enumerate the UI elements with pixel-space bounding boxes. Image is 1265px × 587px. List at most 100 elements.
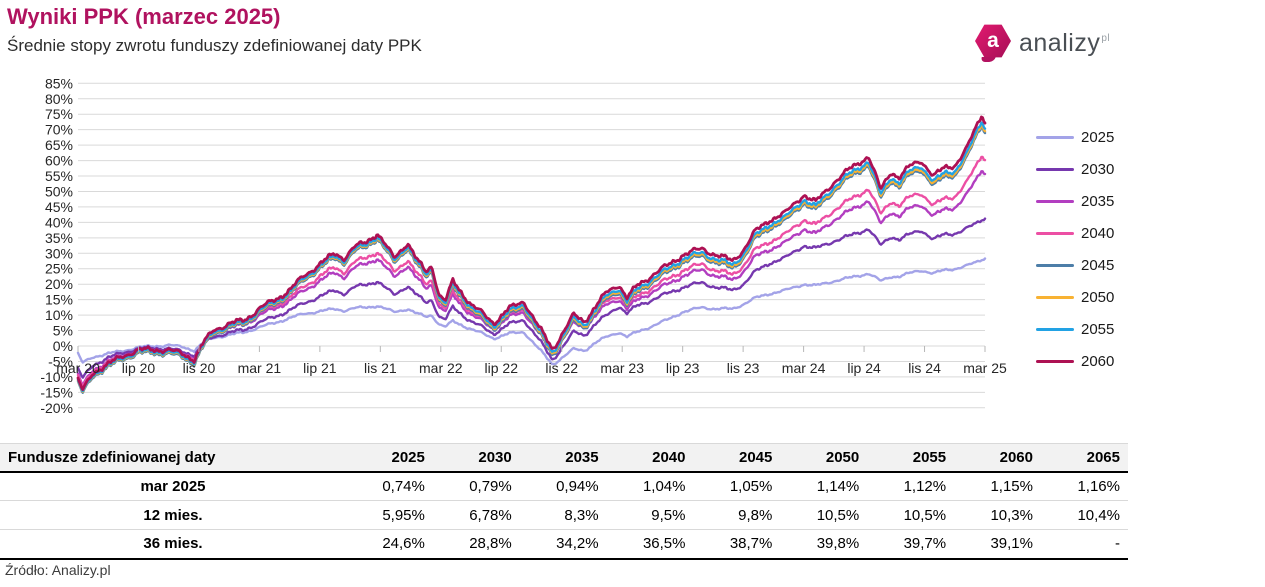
y-axis-tick-label: 10% <box>45 307 73 323</box>
y-axis-tick-label: 75% <box>45 106 73 122</box>
table-cell: 1,16% <box>1041 471 1128 501</box>
legend-item-2030: 2030 <box>1036 153 1114 185</box>
y-axis-tick-label: 85% <box>45 75 73 91</box>
page-title: Wyniki PPK (marzec 2025) <box>7 4 281 29</box>
table-cell: 39,7% <box>867 529 955 560</box>
source-note: Źródło: Analizy.pl <box>5 562 111 578</box>
legend-label: 2045 <box>1081 256 1115 274</box>
series-line-2060 <box>76 115 987 391</box>
y-axis-tick-label: 25% <box>45 261 73 277</box>
row-label: 12 mies. <box>0 500 346 530</box>
x-axis-tick-label: lip 24 <box>847 360 881 376</box>
x-axis-tick-label: lis 20 <box>183 360 216 376</box>
x-axis-tick-label: lip 23 <box>666 360 700 376</box>
table-header-2065: 2065 <box>1041 443 1128 473</box>
y-axis-tick-label: 45% <box>45 199 73 215</box>
table-cell: 10,5% <box>867 500 955 530</box>
y-axis-tick-label: 60% <box>45 153 73 169</box>
logo-tail <box>980 57 996 62</box>
table-cell: 9,8% <box>693 500 781 530</box>
x-axis-tick-label: lis 21 <box>364 360 397 376</box>
table-cell: 38,7% <box>693 529 781 560</box>
x-axis-tick-label: mar 25 <box>963 360 1007 376</box>
table-cell: 10,3% <box>954 500 1041 530</box>
y-axis-tick-label: 65% <box>45 137 73 153</box>
row-label: 36 mies. <box>0 529 346 560</box>
legend-label: 2035 <box>1081 192 1115 210</box>
table-cell: 5,95% <box>346 500 433 530</box>
logo-tld: pl <box>1101 33 1111 45</box>
table-cell: 39,8% <box>780 529 868 560</box>
y-axis-tick-label: -15% <box>40 384 73 400</box>
y-axis-tick-label: 50% <box>45 183 73 199</box>
x-axis-tick-label: mar 22 <box>419 360 463 376</box>
legend-label: 2025 <box>1081 128 1115 146</box>
legend-item-2025: 2025 <box>1036 121 1114 153</box>
analizy-logo-icon: a <box>975 24 1011 62</box>
table-cell: 24,6% <box>346 529 433 560</box>
x-axis-tick-label: lip 22 <box>485 360 519 376</box>
table-header-2050: 2050 <box>780 443 868 473</box>
x-axis-tick-label: lip 21 <box>303 360 337 376</box>
x-axis-tick-label: lis 22 <box>545 360 578 376</box>
legend-swatch-2045 <box>1036 263 1074 267</box>
table-header-2025: 2025 <box>346 443 433 473</box>
y-axis-tick-label: -20% <box>40 400 73 416</box>
table-cell: 1,14% <box>780 471 868 501</box>
table-cell: 1,15% <box>954 471 1041 501</box>
y-axis-tick-label: 5% <box>53 323 73 339</box>
table-cell: 1,05% <box>693 471 781 501</box>
y-axis-tick-label: 15% <box>45 292 73 308</box>
x-axis-tick-label: mar 21 <box>238 360 282 376</box>
funds-returns-table: Fundusze zdefiniowanej daty 2025 2030 2035 2… <box>0 443 1128 560</box>
table-cell: 34,2% <box>519 529 607 560</box>
logo-letter: a <box>987 29 999 52</box>
table-cell: 8,3% <box>519 500 607 530</box>
y-axis-tick-label: 70% <box>45 122 73 138</box>
legend-swatch-2050 <box>1036 295 1074 299</box>
table-row: 12 mies. 5,95% 6,78% 8,3% 9,5% 9,8% 10,5% 10,5%… <box>0 500 1128 530</box>
table-cell: 28,8% <box>432 529 520 560</box>
logo-text: analizypl <box>1019 28 1111 57</box>
chart-legend: 2025 2030 2035 2040 2045 2050 2055 2060 <box>1036 121 1114 377</box>
legend-item-2050: 2050 <box>1036 281 1114 313</box>
legend-item-2060: 2060 <box>1036 345 1114 377</box>
table-header-funds: Fundusze zdefiniowanej daty <box>0 443 346 473</box>
legend-label: 2055 <box>1081 320 1115 338</box>
y-axis-tick-label: 55% <box>45 168 73 184</box>
x-axis-tick-label: mar 24 <box>782 360 826 376</box>
row-label: mar 2025 <box>0 471 346 501</box>
table-cell: 0,79% <box>432 471 520 501</box>
series-line-2025 <box>76 257 987 366</box>
table-header-2035: 2035 <box>519 443 607 473</box>
legend-swatch-2040 <box>1036 231 1074 235</box>
x-axis-tick-label: mar 23 <box>600 360 644 376</box>
table-header-2045: 2045 <box>693 443 781 473</box>
table-cell: 9,5% <box>606 500 694 530</box>
table-cell: - <box>1041 529 1128 560</box>
legend-swatch-2030 <box>1036 167 1074 171</box>
x-axis-tick-label: lis 23 <box>727 360 760 376</box>
legend-swatch-2060 <box>1036 359 1074 363</box>
y-axis-tick-label: 30% <box>45 245 73 261</box>
table-cell: 0,74% <box>346 471 433 501</box>
table-header-2055: 2055 <box>867 443 955 473</box>
series-line-2055 <box>76 121 987 393</box>
legend-swatch-2035 <box>1036 199 1074 203</box>
table-header: Fundusze zdefiniowanej daty 2025 2030 2035 2… <box>0 443 1128 473</box>
y-axis-tick-label: -5% <box>48 353 73 369</box>
y-axis-tick-label: 0% <box>53 338 73 354</box>
table-cell: 0,94% <box>519 471 607 501</box>
legend-item-2040: 2040 <box>1036 217 1114 249</box>
legend-label: 2050 <box>1081 288 1115 306</box>
table-row: 36 mies. 24,6% 28,8% 34,2% 36,5% 38,7% 39,8% 39… <box>0 529 1128 560</box>
x-axis-tick-label: lis 24 <box>908 360 941 376</box>
table-header-2060: 2060 <box>954 443 1041 473</box>
x-axis-tick-label: mar 20 <box>56 360 100 376</box>
table-cell: 10,5% <box>780 500 868 530</box>
table-cell: 1,12% <box>867 471 955 501</box>
legend-item-2055: 2055 <box>1036 313 1114 345</box>
series-line-2050 <box>76 123 987 393</box>
table-cell: 6,78% <box>432 500 520 530</box>
